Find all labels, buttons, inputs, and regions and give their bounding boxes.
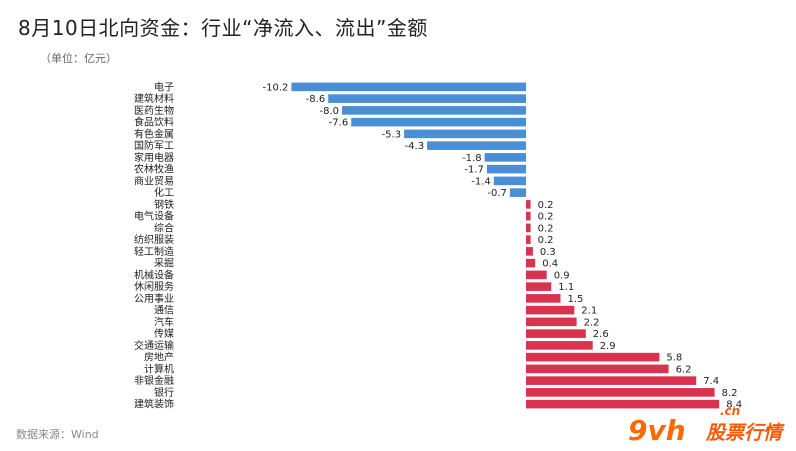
bar xyxy=(526,223,531,233)
data-label: 0.2 xyxy=(538,212,554,223)
data-label: -10.2 xyxy=(263,82,289,93)
bar xyxy=(526,388,715,397)
bar xyxy=(526,235,531,244)
data-label: 8.2 xyxy=(722,388,738,399)
bar xyxy=(486,164,526,174)
bar xyxy=(351,117,526,127)
category-label: 建筑装饰 xyxy=(134,398,174,411)
data-label: -5.3 xyxy=(382,129,402,140)
data-label: 2.2 xyxy=(584,317,600,328)
watermark-logo: 9vh .cn 股票行情 xyxy=(620,402,796,451)
data-label: -7.6 xyxy=(329,118,349,129)
data-label: 7.4 xyxy=(703,376,719,387)
category-label: 医药生物 xyxy=(134,104,174,117)
watermark-logo-mark: 9vh xyxy=(628,414,686,447)
data-label: 8.4 xyxy=(726,400,742,411)
category-label: 钢铁 xyxy=(154,198,174,211)
category-label: 机械设备 xyxy=(134,268,174,281)
data-label: 1.1 xyxy=(558,282,574,293)
category-label: 非银金融 xyxy=(134,374,174,387)
category-label: 银行 xyxy=(154,386,174,399)
bar xyxy=(509,188,526,197)
bar xyxy=(291,82,526,92)
category-label: 休闲服务 xyxy=(134,280,174,293)
category-label: 汽车 xyxy=(154,315,174,328)
category-label: 纺织服装 xyxy=(134,233,174,246)
data-label: -1.4 xyxy=(471,176,491,187)
bar xyxy=(526,270,547,280)
data-label: 2.6 xyxy=(593,329,609,340)
bar xyxy=(342,106,526,115)
data-label: 6.2 xyxy=(676,364,692,375)
category-label: 商业贸易 xyxy=(134,174,174,187)
data-label: 5.8 xyxy=(666,353,682,364)
bar xyxy=(526,376,697,385)
bar xyxy=(526,258,536,268)
data-label: -4.3 xyxy=(405,141,425,152)
watermark-domain: .cn xyxy=(720,404,741,418)
bar xyxy=(484,153,526,162)
chart-title: 8月10日北向资金：行业“净流入、流出”金额 xyxy=(18,16,428,40)
bar xyxy=(404,129,526,139)
data-label: 2.1 xyxy=(581,306,597,317)
bar xyxy=(427,141,526,150)
data-label: -0.7 xyxy=(487,188,507,199)
bar xyxy=(526,211,531,221)
data-label: -8.0 xyxy=(319,106,339,117)
data-source: 数据来源：Wind xyxy=(16,428,99,441)
data-label: 0.2 xyxy=(538,223,554,234)
bar xyxy=(526,341,593,350)
bar xyxy=(526,200,531,209)
category-label: 电气设备 xyxy=(134,210,174,223)
bar xyxy=(526,352,660,362)
data-label: -8.6 xyxy=(306,94,326,105)
bar xyxy=(526,305,575,315)
category-label: 交通运输 xyxy=(134,339,174,352)
data-label: 0.3 xyxy=(540,247,556,258)
category-label: 采掘 xyxy=(154,257,174,270)
category-label: 传媒 xyxy=(154,328,174,340)
category-label: 农林牧渔 xyxy=(134,163,174,176)
bar xyxy=(526,364,669,374)
category-label: 化工 xyxy=(154,186,174,199)
category-label: 轻工制造 xyxy=(134,245,174,258)
data-label: -1.8 xyxy=(462,153,482,164)
bar xyxy=(526,294,561,303)
data-label: 1.5 xyxy=(568,294,584,305)
watermark-text: 股票行情 xyxy=(706,422,783,444)
category-label: 公用事业 xyxy=(134,292,174,305)
bar xyxy=(526,317,577,327)
category-label: 计算机 xyxy=(144,362,174,375)
category-label: 家用电器 xyxy=(134,151,174,164)
data-label: 0.2 xyxy=(538,200,554,211)
bar xyxy=(493,176,526,186)
bar xyxy=(526,247,533,256)
category-label: 有色金属 xyxy=(134,127,174,140)
category-label: 综合 xyxy=(154,221,174,234)
category-label: 电子 xyxy=(154,80,174,93)
data-label: 2.9 xyxy=(600,341,616,352)
data-label: 0.4 xyxy=(542,259,558,270)
bar xyxy=(328,94,526,103)
bar xyxy=(526,329,586,338)
category-label: 国防军工 xyxy=(134,139,174,152)
category-label: 房地产 xyxy=(144,351,174,364)
bar xyxy=(526,399,720,409)
data-label: 0.9 xyxy=(554,270,570,281)
category-label: 建筑材料 xyxy=(134,92,174,105)
data-label: -1.7 xyxy=(464,165,484,176)
category-label: 食品饮料 xyxy=(134,116,174,129)
unit-label: （单位：亿元） xyxy=(40,52,117,65)
bar xyxy=(526,282,552,291)
data-label: 0.2 xyxy=(538,235,554,246)
category-label: 通信 xyxy=(154,305,174,317)
